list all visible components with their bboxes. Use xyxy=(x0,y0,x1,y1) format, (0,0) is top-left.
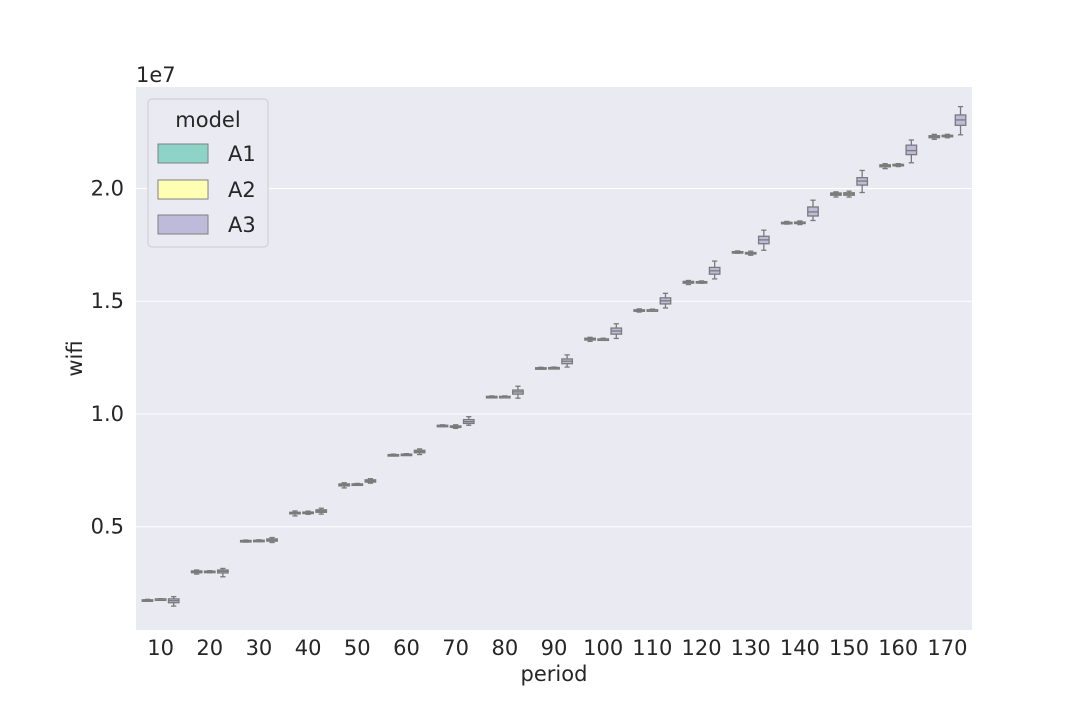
box-a3-20 xyxy=(216,567,229,578)
legend-label-a2: A2 xyxy=(228,178,256,202)
y-tick-label: 1.5 xyxy=(91,289,124,313)
box-a1-90 xyxy=(534,366,547,370)
box-a1-80 xyxy=(485,395,498,399)
box-a3-80 xyxy=(512,385,524,399)
box-a1-10 xyxy=(141,598,154,602)
x-tick-label: 80 xyxy=(491,636,518,660)
box-a3-10 xyxy=(167,595,180,607)
x-tick-label: 130 xyxy=(731,636,771,660)
box-a2-140 xyxy=(793,220,806,226)
x-tick-label: 70 xyxy=(442,636,469,660)
box-a3-120 xyxy=(708,260,721,280)
box-a1-130 xyxy=(731,250,744,254)
x-tick-label: 90 xyxy=(541,636,568,660)
box-a1-60 xyxy=(387,453,400,457)
box-a1-140 xyxy=(780,220,793,225)
box-a2-30 xyxy=(253,539,265,543)
box-a3-50 xyxy=(364,478,377,484)
box-a2-120 xyxy=(695,280,708,284)
box-a2-20 xyxy=(203,570,216,574)
box-a3-40 xyxy=(315,507,328,515)
legend-label-a3: A3 xyxy=(228,213,256,237)
box-a2-150 xyxy=(843,190,855,198)
box-a1-50 xyxy=(338,482,351,489)
box-a1-30 xyxy=(239,539,252,543)
box-a1-110 xyxy=(633,308,646,313)
legend-label-a1: A1 xyxy=(228,142,256,166)
box-a3-160 xyxy=(905,139,918,164)
box-a1-40 xyxy=(289,510,301,517)
box-a1-100 xyxy=(584,336,596,343)
legend-frame xyxy=(147,98,269,248)
box-a3-170 xyxy=(954,105,967,136)
box-a1-70 xyxy=(436,424,449,428)
box-a3-30 xyxy=(266,536,278,544)
box-a3-70 xyxy=(462,416,475,426)
legend: model A1 A2 A3 xyxy=(147,98,269,248)
x-tick-label: 120 xyxy=(681,636,721,660)
grid-lines xyxy=(136,187,972,528)
box-a1-20 xyxy=(190,569,203,575)
x-tick-label: 100 xyxy=(583,636,623,660)
box-a3-140 xyxy=(807,199,819,222)
box-a2-100 xyxy=(597,337,610,342)
legend-title: model xyxy=(175,108,240,132)
x-tick-label: 170 xyxy=(927,636,967,660)
legend-swatch-a2 xyxy=(157,179,209,200)
x-tick-label: 150 xyxy=(829,636,869,660)
box-a2-160 xyxy=(892,163,905,168)
x-tick-label: 60 xyxy=(393,636,420,660)
box-a2-40 xyxy=(302,510,315,515)
box-a2-10 xyxy=(154,598,167,602)
x-tick-label: 10 xyxy=(147,636,174,660)
y-axis-label: wifi xyxy=(63,340,87,376)
legend-swatch-a1 xyxy=(157,143,209,164)
axes: 1e7 period wifi 0.5 1.0 1.5 2.0 10 20 30 40 50 60… xyxy=(63,63,967,686)
box-a2-60 xyxy=(400,453,413,457)
x-tick-label: 110 xyxy=(632,636,672,660)
box-plots xyxy=(141,105,967,607)
box-a2-80 xyxy=(498,395,511,399)
y-offset-text: 1e7 xyxy=(136,63,176,87)
box-a1-170 xyxy=(928,133,941,140)
legend-swatch-a3 xyxy=(157,214,209,235)
box-a2-70 xyxy=(449,424,462,430)
box-a2-50 xyxy=(351,482,364,487)
box-a3-110 xyxy=(659,292,672,309)
x-tick-label: 40 xyxy=(295,636,322,660)
y-tick-label: 2.0 xyxy=(91,176,124,200)
box-iqr xyxy=(905,144,918,156)
x-axis-label: period xyxy=(521,662,588,686)
box-a3-60 xyxy=(413,448,426,456)
box-a2-130 xyxy=(744,250,757,256)
box-a3-90 xyxy=(561,354,574,368)
x-tick-label: 20 xyxy=(196,636,223,660)
y-tick-label: 0.5 xyxy=(91,515,124,539)
x-tick-label: 140 xyxy=(780,636,820,660)
box-a1-120 xyxy=(682,279,695,286)
box-a3-130 xyxy=(757,229,770,251)
x-tick-label: 30 xyxy=(246,636,273,660)
box-a2-170 xyxy=(941,133,954,139)
x-tick-label: 160 xyxy=(878,636,918,660)
box-a1-150 xyxy=(830,191,842,198)
y-tick-label: 1.0 xyxy=(91,402,124,426)
box-a3-150 xyxy=(856,169,869,194)
box-a1-160 xyxy=(879,163,892,170)
box-a3-100 xyxy=(610,323,623,340)
x-tick-label: 50 xyxy=(344,636,371,660)
box-a2-110 xyxy=(646,308,659,312)
box-a2-90 xyxy=(548,366,560,370)
